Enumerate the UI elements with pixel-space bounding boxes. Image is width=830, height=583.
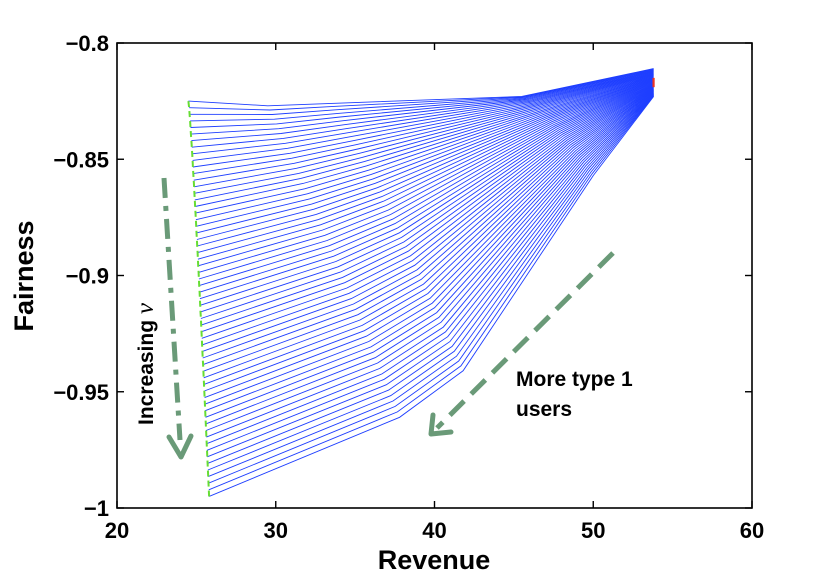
curve-line: [205, 91, 654, 425]
curve-line: [194, 75, 654, 201]
y-axis-label: Fairness: [9, 220, 39, 331]
curve-line: [201, 84, 654, 333]
curve-line: [202, 86, 654, 366]
curve-line: [202, 85, 654, 352]
curve-line: [200, 83, 654, 319]
nu-symbol: ν: [132, 302, 159, 314]
curve-line: [198, 80, 654, 280]
ticks-layer: 20 30 40 50 60 −0.8 −0.85 −0.9 −0.95 −1: [53, 31, 764, 543]
curves-layer: [188, 68, 654, 497]
annotation-layer: Increasing ν More type 1 users: [132, 177, 633, 460]
curve-line: [192, 71, 654, 155]
curve-line: [207, 93, 654, 458]
boundary-layer: [187, 77, 655, 497]
curve-line: [191, 71, 654, 148]
more-type1-label-line2: users: [516, 398, 572, 421]
y-tick-label: −1: [84, 496, 109, 521]
curve-line: [208, 96, 654, 497]
curve-line: [195, 76, 654, 214]
curve-line: [188, 68, 654, 107]
curve-line: [192, 72, 654, 168]
increasing-nu-label: Increasing ν: [132, 302, 159, 425]
curve-line: [190, 69, 654, 122]
curve-line: [202, 86, 654, 359]
increasing-nu-label-prefix: Increasing: [135, 314, 158, 425]
y-tick-label: −0.9: [66, 264, 109, 289]
x-tick-label: 40: [422, 518, 446, 543]
curve-line: [208, 95, 654, 484]
curve-line: [204, 89, 654, 405]
increasing-nu-arrowhead: [166, 433, 194, 460]
curve-line: [203, 87, 654, 372]
more-type1-arrowhead: [428, 412, 454, 437]
curve-line: [206, 92, 654, 451]
increasing-nu-arrow: [161, 177, 183, 441]
curve-line: [199, 81, 654, 287]
curve-line: [208, 94, 654, 478]
curve-line: [196, 77, 654, 234]
curve-line: [194, 74, 654, 188]
curve-line: [205, 90, 654, 412]
curve-line: [204, 89, 654, 399]
curve-line: [198, 79, 654, 267]
x-tick-label: 30: [264, 518, 288, 543]
y-tick-label: −0.95: [53, 380, 109, 405]
curve-line: [200, 83, 654, 313]
curve-line: [201, 84, 654, 339]
curve-line: [207, 94, 654, 471]
curve-line: [196, 76, 654, 227]
curve-line: [189, 69, 654, 115]
curve-line: [197, 78, 654, 247]
curve-line: [201, 84, 654, 326]
curve-line: [204, 88, 654, 392]
curve-line: [199, 82, 654, 300]
curve-line: [195, 75, 654, 207]
curve-line: [193, 73, 654, 181]
curve-line: [200, 82, 654, 306]
curve-line: [195, 76, 654, 221]
curve-line: [192, 72, 654, 161]
x-tick-label: 50: [581, 518, 605, 543]
x-axis-label: Revenue: [378, 545, 491, 575]
curve-line: [203, 87, 654, 379]
x-tick-label: 20: [105, 518, 129, 543]
curve-line: [194, 74, 654, 194]
curve-line: [206, 92, 654, 445]
curve-line: [197, 79, 654, 260]
curve-line: [207, 93, 654, 464]
more-type1-label-line1: More type 1: [516, 368, 633, 391]
curve-line: [189, 68, 654, 111]
y-tick-label: −0.8: [66, 31, 109, 56]
curve-line: [201, 85, 654, 346]
curve-line: [205, 90, 654, 418]
curve-line: [191, 70, 654, 142]
curve-line: [206, 91, 654, 438]
curve-line: [199, 81, 654, 293]
curve-line: [196, 77, 654, 240]
curve-line: [190, 69, 654, 128]
curve-line: [197, 78, 654, 254]
curve-line: [203, 88, 654, 385]
curve-line: [198, 80, 654, 273]
y-tick-label: −0.85: [53, 147, 109, 172]
curve-line: [208, 95, 654, 491]
more-type1-arrow: [435, 251, 615, 430]
x-tick-label: 60: [740, 518, 764, 543]
curve-line: [205, 91, 654, 431]
curve-line: [193, 73, 654, 175]
curve-line: [190, 70, 654, 135]
